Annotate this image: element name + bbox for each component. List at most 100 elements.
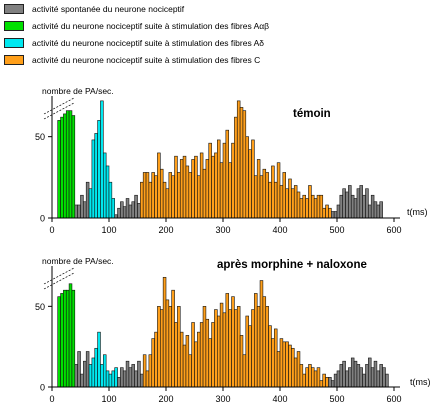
legend-swatch-gray xyxy=(4,4,24,14)
histogram-bar xyxy=(385,373,389,388)
x-tick-label: 200 xyxy=(158,225,173,235)
legend-swatch-green xyxy=(4,21,24,31)
histogram-bar xyxy=(356,188,361,219)
histogram-bar xyxy=(259,280,264,388)
histogram-bar xyxy=(239,335,244,388)
histogram-bar xyxy=(88,188,93,219)
x-tick-label: 200 xyxy=(158,394,173,404)
axis-break-mark xyxy=(43,102,75,120)
x-tick-label: 0 xyxy=(49,394,54,404)
histogram-bar xyxy=(171,175,175,219)
x-tick-label: 0 xyxy=(49,225,54,235)
histogram-bar xyxy=(299,364,304,388)
histogram-bar xyxy=(117,377,121,388)
x-tick-label: 600 xyxy=(386,225,401,235)
chart-title: après morphine + naloxone xyxy=(217,259,367,271)
y-axis-label: nombre de PA/sec. xyxy=(42,256,114,266)
legend-swatch-orange xyxy=(4,55,24,65)
histogram-bar xyxy=(236,306,241,388)
histogram-bar xyxy=(108,181,113,219)
histogram-bar xyxy=(328,377,332,388)
histogram-bar xyxy=(342,360,346,388)
histogram-bar xyxy=(308,364,312,388)
histogram-bar xyxy=(174,155,178,219)
histogram-bar xyxy=(228,309,232,388)
histogram-bar xyxy=(282,341,287,388)
histogram-bar xyxy=(199,152,204,219)
histogram-bar xyxy=(211,322,215,388)
histogram-bar xyxy=(154,175,158,219)
histogram-bar xyxy=(379,201,383,219)
histogram-bar xyxy=(157,152,161,219)
histogram-bar xyxy=(111,370,115,388)
histogram-bar xyxy=(316,194,321,219)
histogram-bar xyxy=(325,204,329,219)
histogram-bar xyxy=(68,110,73,219)
histogram-bar xyxy=(368,204,372,219)
histogram-bar xyxy=(339,194,344,219)
x-tick-label: 100 xyxy=(101,394,116,404)
histogram-bar xyxy=(91,139,96,219)
histogram-bar xyxy=(342,188,346,219)
histogram-bar xyxy=(234,309,238,388)
histogram-bar xyxy=(97,120,101,219)
histogram-bar xyxy=(148,354,153,388)
y-axis-label: nombre de PA/sec. xyxy=(42,86,114,96)
histogram-bar xyxy=(117,207,121,219)
histogram-bar xyxy=(231,142,235,219)
histogram-bar xyxy=(302,373,306,388)
histogram-bar xyxy=(197,331,201,388)
histogram-bar xyxy=(214,309,218,388)
histogram-bar xyxy=(142,172,147,219)
histogram-bar xyxy=(94,347,98,388)
histogram-bar xyxy=(128,204,133,219)
x-axis-label: t(ms) xyxy=(410,377,431,387)
histogram-bar xyxy=(105,370,110,388)
histogram-bar xyxy=(313,370,318,388)
histogram-bar xyxy=(293,357,298,388)
histogram-bar xyxy=(330,380,335,388)
histogram-bar xyxy=(57,296,61,388)
histogram-bar xyxy=(228,162,232,219)
histogram-bar xyxy=(219,302,224,388)
histogram-bar xyxy=(291,188,295,219)
histogram-bar xyxy=(131,364,135,388)
histogram-bar xyxy=(131,201,135,219)
histogram-bar xyxy=(122,206,127,219)
histogram-bar xyxy=(322,373,326,388)
histogram-bar xyxy=(194,155,198,219)
x-tick-label: 500 xyxy=(329,225,344,235)
x-tick-label: 400 xyxy=(272,225,287,235)
histogram-bar xyxy=(103,152,107,219)
histogram-bar xyxy=(268,181,272,219)
histogram-bar xyxy=(168,172,173,219)
histogram-bar xyxy=(273,328,278,388)
histogram-bar xyxy=(134,194,138,219)
histogram-bar xyxy=(313,198,318,219)
histogram-bar xyxy=(162,181,167,219)
histogram-bar xyxy=(245,136,249,219)
histogram-bar xyxy=(336,370,341,388)
histogram-bar xyxy=(179,159,184,219)
histogram-bar xyxy=(256,159,261,219)
histogram-bar xyxy=(362,373,366,388)
histogram-bar xyxy=(333,373,338,388)
histogram-bar xyxy=(111,198,115,219)
legend-swatch-cyan xyxy=(4,38,24,48)
histogram-bar xyxy=(368,357,372,388)
histogram-bar xyxy=(251,139,255,219)
histogram-bar xyxy=(248,325,252,388)
histogram-bar xyxy=(71,115,76,219)
histogram-bar xyxy=(185,335,190,388)
histogram-bar xyxy=(157,306,161,388)
histogram-bar xyxy=(160,309,164,388)
histogram-bar xyxy=(177,306,181,388)
histogram-bar xyxy=(85,181,90,219)
histogram-bar xyxy=(182,344,187,388)
axis-break-mark xyxy=(43,97,75,115)
y-tick-label: 0 xyxy=(40,214,45,224)
histogram-bar xyxy=(288,178,292,219)
axis-break-mark xyxy=(43,267,75,285)
histogram-bar xyxy=(350,194,355,219)
histogram-bar xyxy=(148,181,153,219)
